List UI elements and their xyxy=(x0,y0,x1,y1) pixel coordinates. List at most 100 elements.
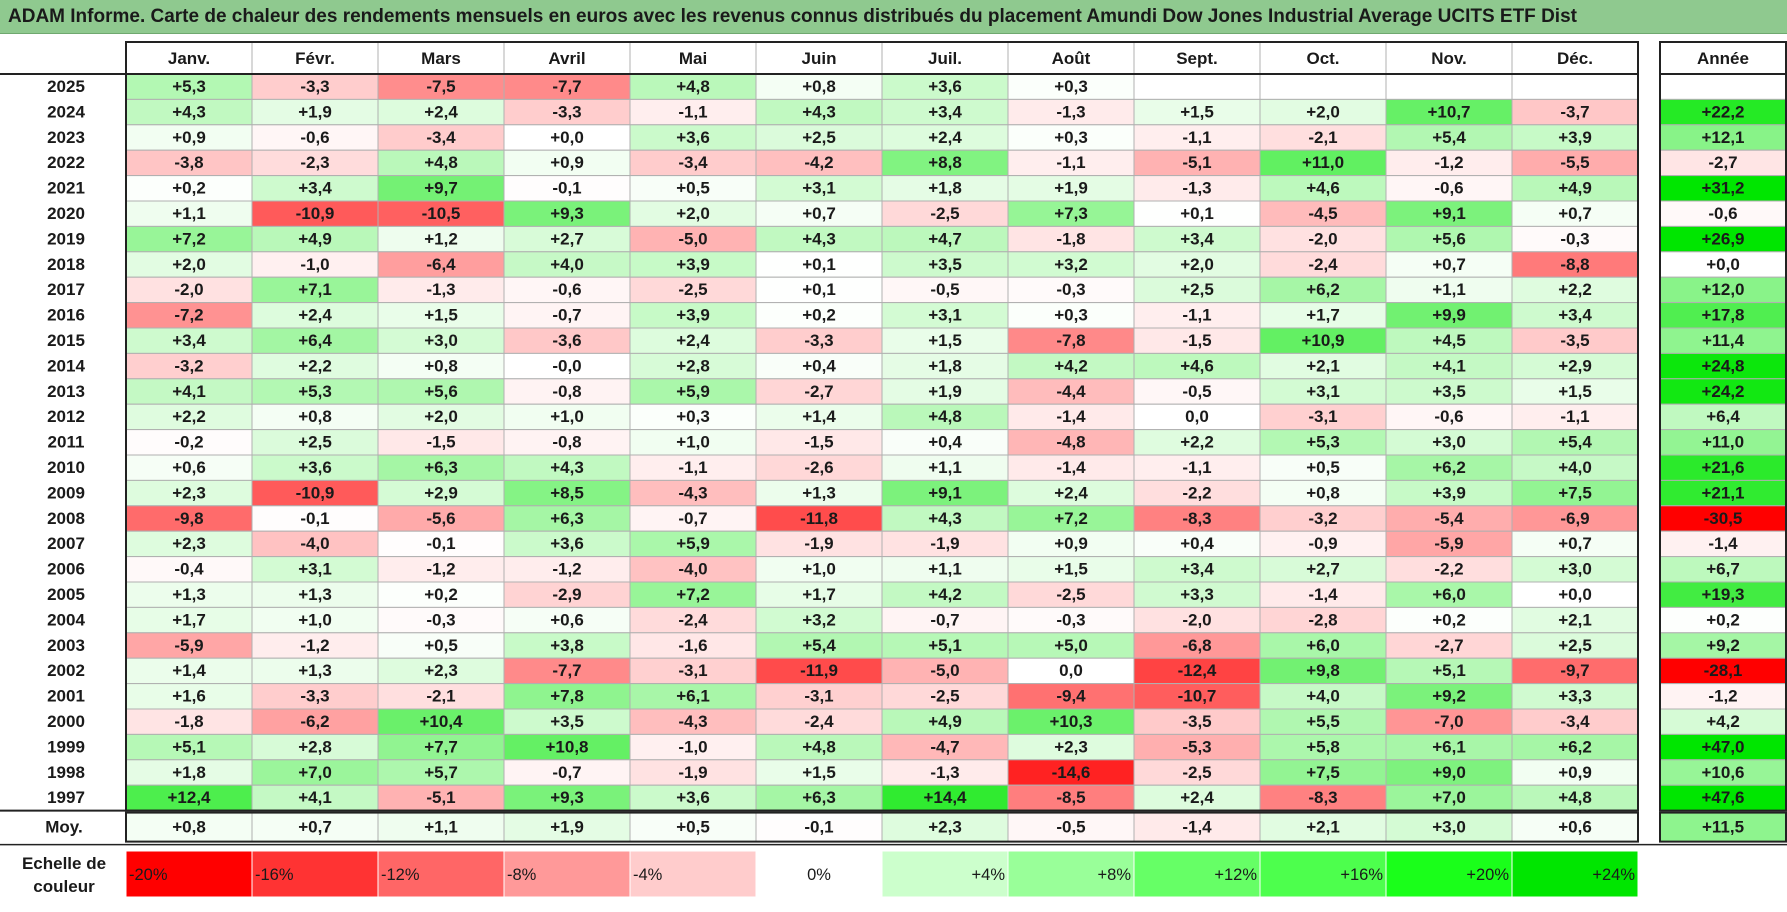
heatmap-cell-value: +0,9 xyxy=(172,128,206,147)
heatmap-cell-value: -2,5 xyxy=(930,204,959,223)
annual-cell xyxy=(1659,73,1787,100)
heatmap-cell xyxy=(503,784,631,812)
heatmap-cell-value: -2,7 xyxy=(804,382,833,401)
heatmap-cell-value: -1,2 xyxy=(300,636,329,655)
average-cell-value: +0,6 xyxy=(1558,818,1592,837)
heatmap-cell-value: +2,9 xyxy=(424,483,458,502)
heatmap-cell xyxy=(377,581,505,608)
heatmap-cell-value: +2,8 xyxy=(676,356,710,375)
scale-swatch-label: -12% xyxy=(381,866,420,884)
heatmap-cell xyxy=(377,149,505,177)
heatmap-cell xyxy=(125,276,253,304)
heatmap-cell-value: +1,6 xyxy=(172,687,206,706)
heatmap-cell xyxy=(251,657,379,685)
annual-cell-value: +12,0 xyxy=(1701,280,1744,299)
annual-cell xyxy=(1659,175,1787,202)
heatmap-cell-value: -14,6 xyxy=(1052,763,1091,782)
heatmap-cell-value: +5,6 xyxy=(424,382,458,401)
heatmap-cell xyxy=(1385,403,1513,431)
heatmap-cell-value: -1,8 xyxy=(1056,229,1085,248)
heatmap-cell xyxy=(1511,530,1639,558)
heatmap-cell-value: -1,8 xyxy=(174,712,203,731)
heatmap-cell xyxy=(1133,200,1261,227)
heatmap-cell-value: -3,1 xyxy=(1308,407,1337,426)
month-header-label: Févr. xyxy=(295,49,335,68)
heatmap-cell-value: +6,1 xyxy=(1432,737,1466,756)
heatmap-cell xyxy=(881,657,1009,685)
heatmap-cell-value: +3,0 xyxy=(424,331,458,350)
heatmap-cell-value: +5,4 xyxy=(802,636,836,655)
heatmap-cell xyxy=(1133,556,1261,583)
heatmap-cell-value: +7,0 xyxy=(298,763,332,782)
heatmap-cell xyxy=(755,733,883,761)
annual-cell-value: -28,1 xyxy=(1704,661,1743,680)
year-label: 2020 xyxy=(47,204,85,223)
heatmap-cell xyxy=(629,302,757,329)
heatmap-cell-value: +1,1 xyxy=(1432,280,1466,299)
heatmap-cell xyxy=(881,454,1009,481)
heatmap-cell-value: -9,7 xyxy=(1560,661,1589,680)
heatmap-cell xyxy=(125,759,253,786)
heatmap-cell xyxy=(1007,530,1135,558)
heatmap-cell-value: +2,4 xyxy=(928,128,962,147)
annual-cell-value: +12,1 xyxy=(1701,128,1744,147)
average-cell-value: +0,5 xyxy=(676,818,710,837)
heatmap-cell-value: +3,0 xyxy=(1432,433,1466,452)
heatmap-cell xyxy=(251,149,379,177)
heatmap-cell xyxy=(1133,225,1261,253)
heatmap-cell xyxy=(1007,352,1135,380)
annual-cell-value: -1,2 xyxy=(1708,687,1737,706)
year-label: 2018 xyxy=(47,255,85,274)
heatmap-cell xyxy=(377,403,505,431)
heatmap-cell-value: -3,3 xyxy=(300,77,329,96)
heatmap-cell xyxy=(881,175,1009,202)
year-label: 2022 xyxy=(47,153,85,172)
heatmap-cell-value: -1,9 xyxy=(678,763,707,782)
heatmap-cell-value: +3,5 xyxy=(928,255,962,274)
heatmap-cell-value: +2,2 xyxy=(1558,280,1592,299)
annual-border xyxy=(1659,41,1787,812)
average-cell-value: +3,0 xyxy=(1432,818,1466,837)
heatmap-cell-value: +9,1 xyxy=(928,483,962,502)
heatmap-cell-value: -2,8 xyxy=(1308,610,1337,629)
heatmap-cell-value: +1,3 xyxy=(298,661,332,680)
heatmap-cell-value: -6,4 xyxy=(426,255,456,274)
heatmap-cell xyxy=(1385,276,1513,304)
heatmap-cell xyxy=(1133,73,1261,100)
heatmap-cell-value: -0,6 xyxy=(300,128,329,147)
heatmap-cell-value: -0,8 xyxy=(552,382,581,401)
heatmap-cell-value: -1,3 xyxy=(1182,179,1211,198)
heatmap-cell-value: -0,7 xyxy=(552,763,581,782)
year-label: 2008 xyxy=(47,509,85,528)
heatmap-cell xyxy=(1259,378,1387,405)
heatmap-cell xyxy=(629,98,757,126)
heatmap-cell xyxy=(251,73,379,100)
annual-cell-value: +31,2 xyxy=(1701,179,1744,198)
heatmap-cell-value: +8,5 xyxy=(550,483,584,502)
annual-cell xyxy=(1659,98,1787,126)
heatmap-cell xyxy=(1007,581,1135,608)
heatmap-cell-value: +2,4 xyxy=(1054,483,1088,502)
annual-cell-value: +17,8 xyxy=(1701,306,1744,325)
heatmap-cell-value: -3,2 xyxy=(174,356,203,375)
year-label: 2000 xyxy=(47,712,85,731)
heatmap-cell xyxy=(1259,708,1387,735)
heatmap-cell-value: +3,1 xyxy=(1306,382,1340,401)
heatmap-cell-value: +1,5 xyxy=(1558,382,1592,401)
heatmap-cell-value: -1,0 xyxy=(300,255,329,274)
heatmap-cell xyxy=(881,251,1009,278)
heatmap-cell xyxy=(1511,302,1639,329)
scale-swatch xyxy=(881,850,1009,898)
heatmap-cell-value: +4,3 xyxy=(550,458,584,477)
heatmap-cell xyxy=(1133,276,1261,304)
annual-cell xyxy=(1659,632,1787,659)
annual-cell xyxy=(1659,606,1787,634)
heatmap-cell-value: +4,8 xyxy=(424,153,458,172)
heatmap-cell-value: +5,9 xyxy=(676,382,710,401)
heatmap-cell-value: -3,3 xyxy=(300,687,329,706)
heatmap-cell-value: -0,3 xyxy=(1056,280,1085,299)
heatmap-cell-value: +6,0 xyxy=(1432,585,1466,604)
scale-swatch xyxy=(377,850,505,898)
heatmap-cell xyxy=(1133,683,1261,710)
heatmap-cell-value: +2,4 xyxy=(676,331,710,350)
